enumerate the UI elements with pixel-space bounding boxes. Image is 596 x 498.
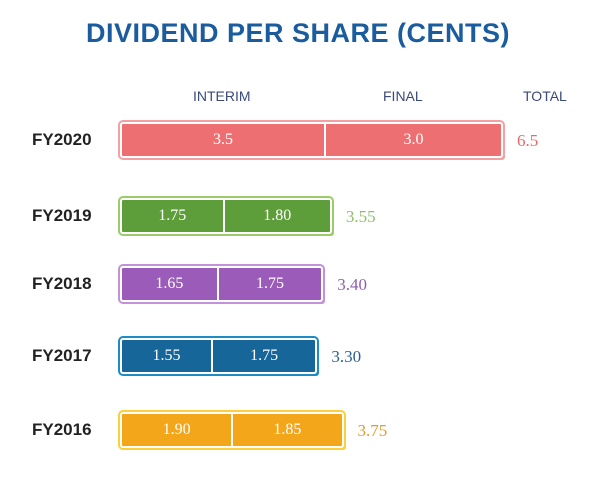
bar-fy2020: 3.5 3.0: [120, 122, 503, 158]
bar-segment-final: 3.0: [403, 131, 424, 148]
row-label-fy2020: FY2020: [32, 130, 92, 149]
total-label-fy2020: 6.5: [517, 131, 539, 150]
total-label-fy2019: 3.55: [345, 207, 376, 226]
column-header-final: FINAL: [383, 88, 423, 104]
total-label-fy2018: 3.40: [337, 275, 367, 294]
bar-segment-final: 1.80: [263, 207, 292, 224]
bar-segment-interim: 3.5: [122, 124, 326, 156]
row-label-fy2019: FY2019: [32, 206, 92, 225]
bar-fy2018: 1.65 1.75: [120, 266, 324, 302]
bar-segment-final: 1.75: [255, 275, 284, 292]
bar-segment-final: 1.85: [273, 421, 302, 438]
row-label-fy2018: FY2018: [32, 274, 92, 293]
column-header-total: TOTAL: [523, 88, 567, 104]
row-label-fy2016: FY2016: [32, 420, 92, 439]
bar-fy2016: 1.90 1.85: [120, 412, 344, 448]
bar-segment-interim: 1.65: [122, 268, 219, 300]
total-label-fy2016: 3.75: [357, 421, 388, 440]
bar-segment-interim: 1.90: [122, 414, 234, 446]
bar-segment-interim: 1.55: [122, 340, 213, 372]
bar-fy2019: 1.75 1.80: [120, 198, 332, 234]
row-label-fy2017: FY2017: [32, 346, 92, 365]
bar-fy2017: 1.55 1.75: [120, 338, 318, 374]
column-header-interim: INTERIM: [193, 88, 251, 104]
bar-segment-final: 1.75: [250, 347, 279, 364]
chart-title: DIVIDEND PER SHARE (CENTS): [85, 18, 511, 48]
total-label-fy2017: 3.30: [331, 347, 362, 366]
bar-segment-interim: 1.75: [122, 200, 225, 232]
